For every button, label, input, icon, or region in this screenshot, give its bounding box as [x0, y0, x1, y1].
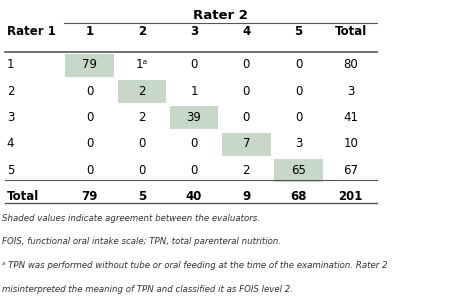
- Text: 79: 79: [82, 190, 98, 203]
- Text: 5: 5: [138, 190, 146, 203]
- Text: Total: Total: [7, 190, 39, 203]
- Text: 3: 3: [295, 137, 302, 150]
- Text: 7: 7: [243, 137, 250, 150]
- Text: 39: 39: [187, 111, 201, 124]
- Text: 2: 2: [138, 25, 146, 38]
- Text: 0: 0: [243, 85, 250, 98]
- Text: 0: 0: [295, 111, 302, 124]
- Text: 2: 2: [138, 85, 146, 98]
- FancyBboxPatch shape: [65, 54, 114, 77]
- Text: 68: 68: [290, 190, 307, 203]
- Text: Rater 2: Rater 2: [193, 9, 247, 22]
- Text: 0: 0: [138, 164, 146, 177]
- Text: FOIS, functional oral intake scale; TPN, total parenteral nutrition.: FOIS, functional oral intake scale; TPN,…: [2, 237, 282, 247]
- Text: 2: 2: [7, 85, 14, 98]
- Text: 0: 0: [86, 137, 93, 150]
- Text: Total: Total: [335, 25, 367, 38]
- Text: 0: 0: [191, 59, 198, 72]
- Text: 1ᵃ: 1ᵃ: [136, 59, 148, 72]
- Text: 0: 0: [295, 59, 302, 72]
- Text: 9: 9: [242, 190, 250, 203]
- Text: 2: 2: [138, 111, 146, 124]
- Text: ᵃ TPN was performed without tube or oral feeding at the time of the examination.: ᵃ TPN was performed without tube or oral…: [2, 261, 388, 271]
- Text: 10: 10: [343, 137, 358, 150]
- Text: 4: 4: [7, 137, 14, 150]
- Text: 1: 1: [191, 85, 198, 98]
- Text: 2: 2: [243, 164, 250, 177]
- Text: 0: 0: [191, 137, 198, 150]
- FancyBboxPatch shape: [118, 80, 166, 103]
- Text: 3: 3: [7, 111, 14, 124]
- Text: Shaded values indicate agreement between the evaluators.: Shaded values indicate agreement between…: [2, 213, 260, 223]
- Text: Rater 1: Rater 1: [7, 25, 55, 38]
- Text: 0: 0: [86, 111, 93, 124]
- Text: 65: 65: [291, 164, 306, 177]
- FancyBboxPatch shape: [274, 159, 323, 182]
- Text: 80: 80: [343, 59, 358, 72]
- Text: 0: 0: [191, 164, 198, 177]
- Text: 0: 0: [295, 85, 302, 98]
- Text: 1: 1: [86, 25, 94, 38]
- Text: 201: 201: [338, 190, 363, 203]
- Text: 3: 3: [190, 25, 198, 38]
- Text: 0: 0: [86, 85, 93, 98]
- Text: 79: 79: [82, 59, 97, 72]
- Text: 1: 1: [7, 59, 14, 72]
- Text: 0: 0: [243, 59, 250, 72]
- Text: 0: 0: [138, 137, 146, 150]
- Text: 3: 3: [347, 85, 355, 98]
- Text: 67: 67: [343, 164, 358, 177]
- FancyBboxPatch shape: [170, 107, 219, 129]
- Text: 40: 40: [186, 190, 202, 203]
- Text: 0: 0: [243, 111, 250, 124]
- Text: 4: 4: [242, 25, 250, 38]
- Text: misinterpreted the meaning of TPN and classified it as FOIS level 2.: misinterpreted the meaning of TPN and cl…: [2, 285, 293, 295]
- Text: 0: 0: [86, 164, 93, 177]
- Text: 5: 5: [294, 25, 302, 38]
- FancyBboxPatch shape: [222, 133, 271, 156]
- Text: 5: 5: [7, 164, 14, 177]
- Text: 41: 41: [343, 111, 358, 124]
